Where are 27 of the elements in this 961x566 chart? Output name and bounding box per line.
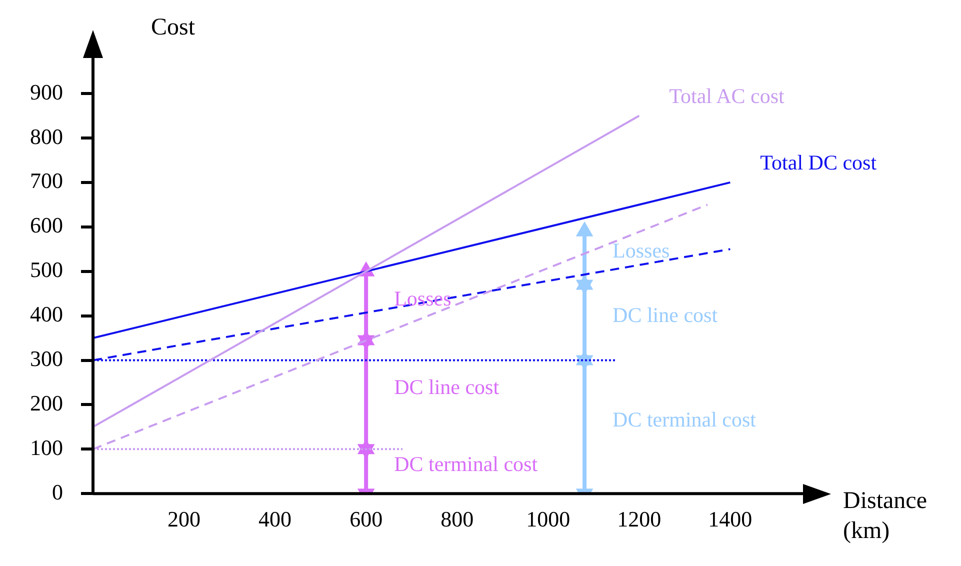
- y-tick-label: 800: [30, 124, 63, 149]
- y-tick-label: 700: [30, 168, 63, 194]
- y-axis-title: Cost: [151, 14, 196, 40]
- x-tick-label: 1400: [708, 506, 752, 532]
- x-tick-label: 800: [440, 506, 474, 532]
- series-label: DC terminal cost: [394, 452, 538, 476]
- x-tick-label: 200: [168, 506, 201, 532]
- y-tick-label: 400: [30, 302, 63, 327]
- x-tick-label: 1000: [526, 506, 570, 532]
- y-tick-label: 100: [30, 434, 63, 460]
- y-tick-label: 500: [30, 257, 63, 282]
- series-label: DC line cost: [612, 302, 718, 327]
- x-tick-label: 400: [258, 506, 292, 532]
- y-tick-label: 300: [30, 346, 63, 372]
- series-label: Total DC cost: [760, 150, 877, 174]
- series-label: Losses: [612, 238, 670, 263]
- y-tick-label: 200: [30, 390, 63, 416]
- x-tick-label: 1200: [617, 506, 662, 532]
- series-label: Total AC cost: [669, 84, 785, 108]
- x-axis-title: Distance (km): [843, 488, 927, 544]
- y-tick-label: 600: [30, 212, 63, 238]
- y-tick-label: 900: [30, 79, 63, 104]
- series-label: DC terminal cost: [612, 407, 756, 432]
- y-tick-label: 0: [52, 479, 63, 504]
- x-tick-label: 600: [350, 506, 383, 532]
- series-label: DC line cost: [394, 375, 500, 400]
- series-label: Losses: [394, 286, 452, 310]
